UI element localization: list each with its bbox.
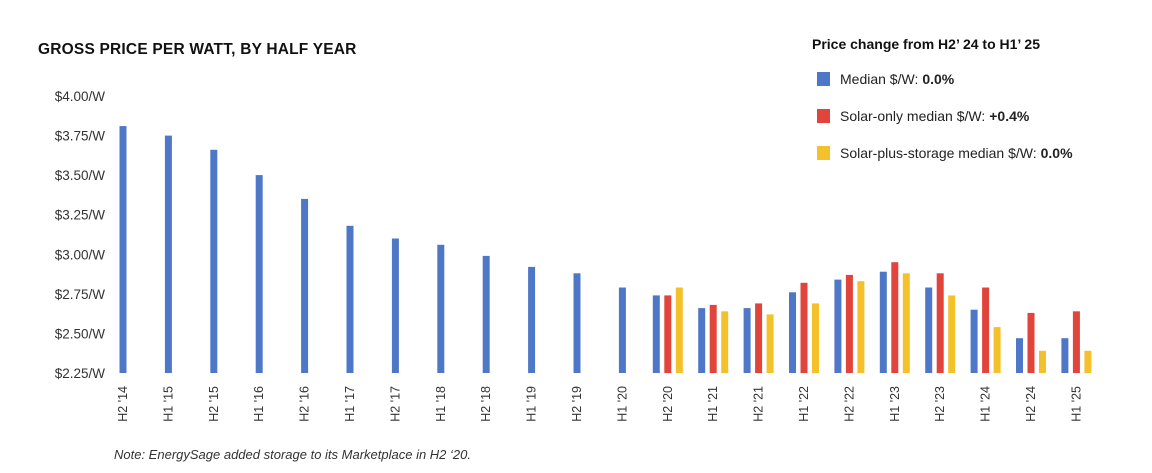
bar-solar_only [891, 262, 899, 373]
y-tick-label: $3.75/W [55, 129, 106, 144]
legend-label-solar-storage: Solar-plus-storage median $/W: [840, 144, 1037, 161]
x-tick-label: H1 '24 [979, 386, 993, 422]
bar-median [652, 295, 660, 373]
x-tick-label: H2 '21 [752, 386, 766, 422]
x-tick-label: H1 '23 [888, 386, 902, 422]
legend-label-median: Median $/W: [840, 70, 919, 87]
legend-item-median: Median $/W: 0.0% [812, 69, 1142, 88]
legend-item-solar-storage: Solar-plus-storage median $/W: 0.0% [812, 143, 1142, 162]
bar-median [482, 255, 490, 373]
bar-median [618, 287, 626, 373]
bar-solar_only [709, 304, 717, 373]
bar-solar_only [664, 295, 672, 373]
x-tick-label: H1 '21 [706, 386, 720, 422]
x-tick-label: H1 '22 [797, 386, 811, 422]
bar-median [925, 287, 933, 373]
y-tick-label: $3.50/W [55, 168, 106, 183]
bar-median [879, 271, 887, 373]
bar-solar_only [982, 287, 990, 373]
bar-solar_storage [1039, 350, 1046, 373]
bar-median [743, 308, 751, 373]
x-tick-label: H1 '19 [525, 386, 539, 422]
bar-solar_storage [721, 311, 729, 373]
bar-solar_storage [1084, 350, 1092, 373]
bar-solar_storage [993, 327, 1001, 373]
bar-median [437, 244, 445, 373]
legend-value-median: 0.0% [922, 70, 955, 87]
x-tick-label: H2 '20 [661, 386, 675, 422]
bar-solar_only [1072, 311, 1080, 373]
legend-swatch-solar-storage [817, 145, 830, 160]
bar-median [346, 225, 354, 373]
bar-median [1061, 338, 1069, 373]
y-tick-label: $3.25/W [55, 208, 106, 223]
y-tick-label: $3.00/W [55, 247, 106, 262]
bar-median [834, 279, 842, 373]
legend-title: Price change from H2’ 24 to H1’ 25 [812, 36, 1040, 52]
bar-median [698, 308, 706, 373]
legend-value-solar-storage: 0.0% [1040, 144, 1073, 161]
x-tick-label: H1 '17 [343, 386, 357, 422]
x-tick-label: H2 '19 [570, 386, 584, 422]
legend-value-solar-only: +0.4% [989, 107, 1030, 124]
bar-median [789, 292, 796, 373]
bar-solar_only [936, 273, 944, 373]
x-tick-label: H2 '17 [388, 386, 402, 422]
bar-median [255, 175, 263, 373]
bar-median [1016, 338, 1023, 373]
legend-swatch-solar-only [817, 108, 830, 123]
bar-solar_storage [675, 287, 683, 373]
x-tick-label: H2 '22 [842, 386, 856, 422]
bar-median [164, 135, 172, 373]
bar-solar_storage [902, 273, 910, 373]
bar-solar_only [1027, 312, 1035, 373]
y-tick-label: $2.25/W [55, 366, 106, 381]
x-tick-label: H2 '14 [116, 386, 130, 422]
x-tick-label: H2 '15 [207, 386, 221, 422]
legend: Price change from H2’ 24 to H1’ 25 Media… [812, 36, 1142, 180]
x-tick-label: H1 '18 [434, 386, 448, 422]
bar-solar_storage [857, 281, 865, 373]
legend-label-solar-only: Solar-only median $/W: [840, 107, 986, 124]
x-tick-label: H2 '23 [933, 386, 947, 422]
bar-solar_storage [766, 314, 774, 373]
bar-median [301, 198, 309, 373]
y-tick-label: $2.75/W [55, 287, 106, 302]
bar-median [391, 238, 399, 373]
bar-solar_only [800, 282, 808, 373]
legend-swatch-median [817, 71, 830, 86]
x-tick-label: H1 '20 [615, 386, 629, 422]
bar-median [210, 149, 218, 373]
legend-item-solar-only: Solar-only median $/W: +0.4% [812, 106, 1142, 125]
footnote: Note: EnergySage added storage to its Ma… [114, 447, 471, 462]
x-tick-label: H2 '16 [298, 386, 312, 422]
bar-median [119, 126, 127, 373]
bar-solar_only [755, 303, 763, 373]
x-tick-label: H1 '15 [161, 386, 175, 422]
bar-median [970, 309, 978, 373]
bar-solar_storage [948, 295, 956, 373]
x-tick-label: H2 '24 [1024, 386, 1038, 422]
bar-solar_storage [812, 303, 819, 373]
bar-median [528, 266, 536, 373]
bar-median [573, 273, 581, 373]
x-tick-label: H1 '16 [252, 386, 266, 422]
y-tick-label: $2.50/W [55, 326, 106, 341]
x-tick-label: H1 '25 [1069, 386, 1083, 422]
x-tick-label: H2 '18 [479, 386, 493, 422]
chart-title: GROSS PRICE PER WATT, BY HALF YEAR [38, 41, 357, 58]
bar-solar_only [845, 274, 853, 373]
y-tick-label: $4.00/W [55, 89, 106, 104]
